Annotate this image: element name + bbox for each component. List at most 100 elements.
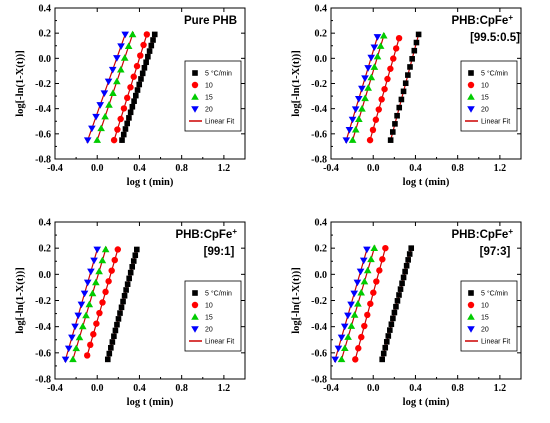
data-point [396, 104, 403, 111]
y-tick-label: 0.4 [315, 4, 328, 15]
data-point [129, 264, 136, 270]
data-point [83, 352, 91, 359]
legend: 5 °C/min 10 15 20 Linear Fit [460, 280, 518, 352]
series-4 [83, 31, 129, 144]
series-3 [337, 244, 379, 363]
y-axis-label: log[-ln(1-X(t))] [291, 267, 302, 333]
data-point [72, 344, 81, 352]
data-point [133, 92, 139, 99]
legend-label: 20 [481, 327, 489, 334]
y-axis: -0.8 -0.6 -0.4 -0.2 0.0 0.2 0.4 [35, 218, 245, 386]
y-tick-label: 0.0 [39, 54, 52, 65]
data-point [376, 42, 385, 49]
data-point [387, 327, 393, 333]
data-point [348, 136, 357, 143]
legend-marker [467, 326, 475, 333]
data-point [143, 59, 149, 66]
y-tick-label: -0.2 [35, 79, 51, 90]
data-point [104, 78, 113, 86]
y-tick-label: 0.4 [315, 218, 328, 229]
panel-subtitle: [99.5:0.5] [470, 32, 520, 44]
panel-title: PHB:CpFe+ [451, 13, 513, 28]
data-point [391, 309, 398, 316]
data-point [337, 334, 346, 342]
data-point [402, 268, 408, 275]
data-point [117, 115, 124, 123]
data-point [357, 288, 365, 296]
data-point [367, 300, 374, 307]
data-point [360, 277, 369, 285]
data-point [384, 75, 391, 83]
data-point [373, 278, 380, 285]
legend-marker [192, 290, 198, 296]
legend-label: 10 [205, 83, 213, 90]
data-point [83, 137, 92, 144]
legend-marker [467, 81, 475, 89]
x-tick-label: 0.4 [133, 383, 146, 394]
y-axis: -0.8 -0.6 -0.4 -0.2 0.0 0.2 0.4 [311, 4, 521, 166]
data-point [137, 52, 144, 59]
data-point [151, 31, 158, 38]
legend-label: 15 [481, 95, 489, 102]
legend-fit-label: Linear Fit [481, 119, 510, 126]
data-point [128, 30, 137, 38]
data-point [379, 356, 385, 363]
data-point [353, 279, 362, 287]
data-point [148, 42, 155, 49]
data-point [133, 62, 141, 70]
data-point [370, 244, 379, 251]
y-tick-label: -0.4 [311, 104, 327, 115]
x-tick-label: 0.8 [451, 163, 464, 174]
data-point [121, 31, 129, 39]
legend-fit-label: Linear Fit [205, 339, 234, 346]
data-point [351, 106, 360, 113]
data-point [127, 109, 134, 116]
legend-marker [191, 81, 199, 89]
data-point [366, 136, 374, 144]
data-point [106, 350, 113, 357]
legend-marker [468, 290, 474, 296]
data-point [126, 275, 132, 282]
y-axis-label: log[-ln(1-X(t))] [15, 50, 26, 116]
data-point [110, 136, 118, 144]
x-axis: -0.4 0.0 0.4 0.8 1.2 [323, 8, 506, 174]
y-tick-label: -0.8 [311, 155, 327, 166]
data-point [406, 251, 413, 257]
data-point [131, 98, 137, 104]
legend-label: 5 °C/min [481, 290, 508, 298]
data-point [359, 257, 368, 265]
data-point [108, 345, 114, 351]
x-tick-label: 1.2 [218, 383, 231, 394]
data-point [77, 301, 86, 309]
data-point [78, 322, 87, 330]
data-point [143, 31, 151, 38]
y-tick-label: -0.8 [35, 375, 51, 386]
x-axis-label: log t (min) [127, 397, 174, 408]
legend-marker [192, 70, 198, 76]
x-axis: -0.4 0.0 0.4 0.8 1.2 [47, 222, 230, 394]
data-point [101, 245, 110, 253]
y-tick-label: 0.2 [315, 29, 328, 40]
data-point [121, 292, 128, 299]
data-point [405, 257, 411, 263]
data-point [411, 47, 418, 54]
data-point [150, 37, 156, 43]
y-tick-label: -0.8 [311, 375, 327, 386]
data-point [358, 85, 366, 93]
x-axis-label: log t (min) [403, 397, 450, 408]
legend-label: 15 [205, 315, 213, 322]
data-point [390, 315, 396, 322]
fit-line [86, 31, 127, 143]
data-point [393, 303, 399, 310]
y-tick-label: 0.2 [39, 29, 52, 40]
legend-label: 20 [205, 327, 213, 334]
data-point [340, 323, 349, 331]
data-point [364, 65, 372, 72]
data-point [108, 66, 117, 74]
x-tick-label: 0.0 [91, 163, 104, 174]
data-point [92, 278, 100, 286]
data-point [399, 280, 405, 287]
data-point [130, 73, 137, 80]
data-point [363, 266, 372, 274]
data-point [348, 116, 357, 124]
